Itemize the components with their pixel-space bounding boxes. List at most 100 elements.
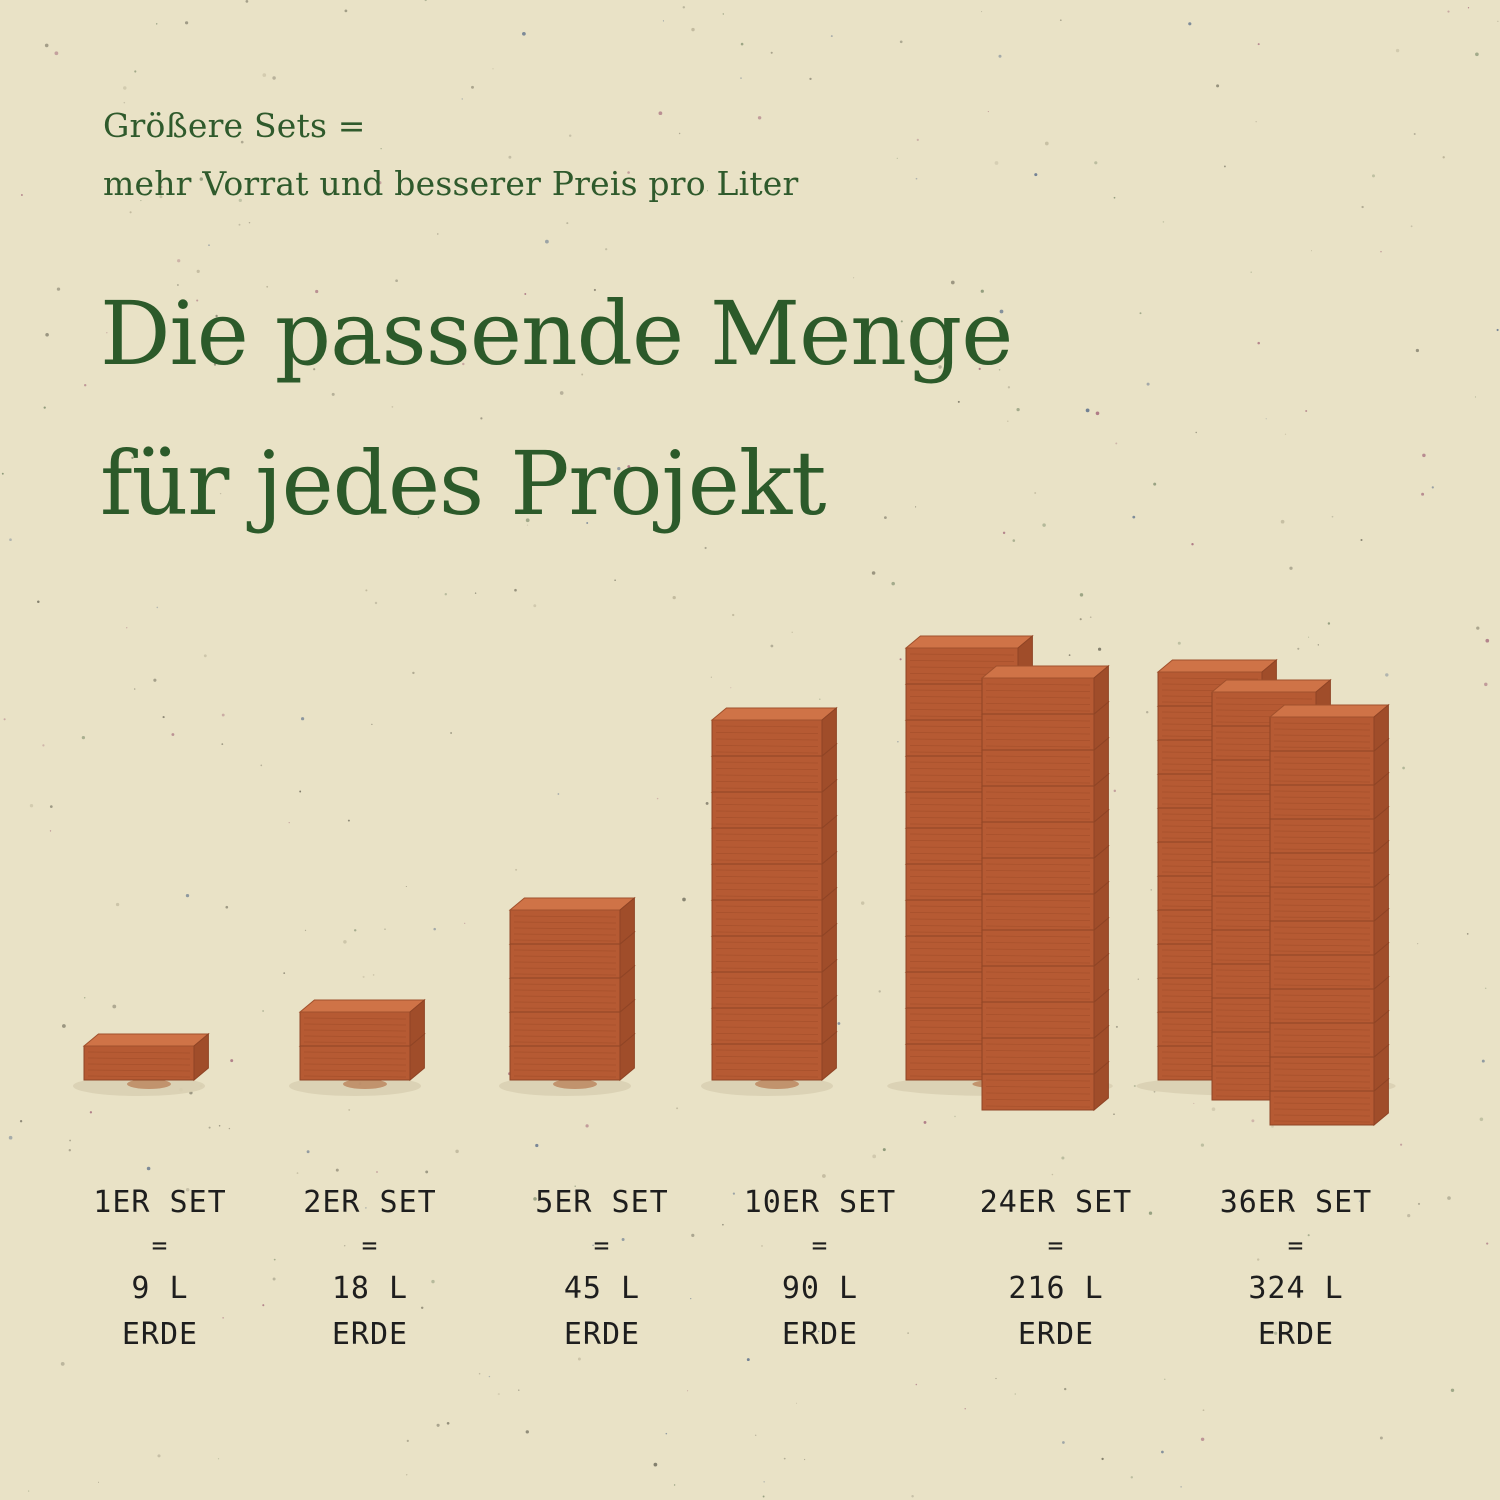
brick-fiber-texture [1273, 944, 1371, 947]
brick-fiber-texture [985, 876, 1091, 879]
brick-fiber-texture [513, 927, 617, 930]
paper-speckle [225, 905, 229, 909]
paper-speckle [740, 42, 744, 46]
paper-speckle [81, 735, 86, 740]
paper-speckle [508, 155, 512, 159]
brick-fiber-texture [715, 1020, 819, 1022]
brick-fiber-texture [715, 797, 819, 800]
brick-front-face [711, 1043, 823, 1081]
brick-fiber-texture [513, 1017, 617, 1020]
paper-speckle [461, 98, 463, 100]
paper-speckle [1034, 173, 1038, 177]
brick-fiber-texture [715, 751, 819, 754]
brick-fiber-texture [985, 984, 1091, 987]
brick-front-face [1269, 716, 1375, 752]
paper-speckle [436, 1423, 440, 1427]
paper-speckle [1094, 161, 1098, 165]
paper-speckle [126, 627, 128, 629]
set-label-2: 2ER SET = 18 L ERDE [250, 1180, 490, 1358]
brick-fiber-texture [715, 1049, 819, 1052]
brick-fiber-texture [1273, 848, 1371, 851]
brick-fiber-texture [715, 774, 819, 777]
paper-speckle [757, 116, 762, 120]
brick-fiber-texture [985, 1099, 1091, 1101]
paper-speckle [1415, 348, 1420, 353]
set-unit: ERDE [563, 1317, 641, 1352]
paper-speckle [1079, 618, 1082, 621]
brick-fiber-texture [985, 948, 1091, 951]
brick-fiber-texture [715, 761, 819, 764]
paper-speckle [704, 546, 707, 550]
brick-fiber-texture [715, 961, 819, 963]
paper-speckle [525, 1430, 529, 1434]
paper-speckle [353, 929, 357, 932]
paper-speckle [1042, 523, 1046, 527]
paper-speckle [526, 524, 529, 526]
brick-fiber-texture [715, 1075, 819, 1078]
paper-speckle [884, 516, 887, 519]
paper-speckle [208, 244, 210, 246]
brick-fiber-texture [513, 1029, 617, 1032]
paper-speckle [497, 1393, 500, 1396]
brick-fiber-texture [715, 823, 819, 826]
paper-speckle [1250, 271, 1252, 273]
paper-speckle [783, 1457, 786, 1460]
paper-speckle [915, 177, 918, 180]
set-name: 1ER SET [93, 1185, 227, 1220]
paper-speckle [994, 161, 999, 165]
paper-speckle [1068, 654, 1071, 656]
brick-fiber-texture [985, 1063, 1091, 1065]
brick-fiber-texture [985, 827, 1091, 830]
set-equals: = [151, 1231, 169, 1261]
brick-side-face [409, 998, 425, 1048]
paper-speckle [1297, 647, 1300, 650]
paper-speckle [678, 132, 681, 135]
paper-speckle [732, 613, 735, 617]
brick-front-face [981, 677, 1095, 715]
paper-speckle [730, 687, 732, 689]
paper-speckle [19, 1120, 23, 1123]
paper-speckle [488, 1375, 491, 1378]
brick-top-face [82, 1033, 210, 1047]
paper-speckle [405, 1474, 408, 1476]
paper-speckle [146, 1166, 151, 1171]
paper-speckle [532, 344, 535, 347]
brick-fiber-texture [715, 1062, 819, 1065]
brick-fiber-texture [1273, 984, 1371, 987]
brick-fiber-texture [303, 1057, 407, 1060]
paper-speckle [68, 1149, 71, 1152]
brick-fiber-texture [715, 804, 819, 806]
paper-speckle [1153, 1090, 1156, 1093]
paper-speckle [438, 184, 441, 187]
paper-speckle [1273, 1331, 1278, 1335]
brick-side-face [193, 1032, 209, 1082]
paper-speckle [860, 901, 865, 905]
paper-speckle [916, 138, 919, 142]
paper-speckle [1358, 1200, 1361, 1202]
paper-speckle [1307, 1234, 1310, 1237]
brick-fiber-texture [513, 1075, 617, 1078]
paper-speckle [185, 893, 190, 898]
paper-speckle [950, 280, 955, 285]
paper-speckle [1216, 84, 1220, 88]
set-equals: = [1287, 1231, 1305, 1261]
paper-speckle [809, 77, 812, 81]
brick-front-face [981, 1037, 1095, 1075]
paper-speckle [872, 1154, 877, 1159]
brick-front-face [299, 1045, 411, 1081]
brick-front-face [981, 785, 1095, 823]
set-volume: 18 L [331, 1271, 409, 1306]
brick-fiber-texture [715, 781, 819, 783]
brick-fiber-texture [715, 876, 819, 878]
paper-speckle [446, 1421, 450, 1425]
brick-fiber-texture [1273, 950, 1371, 953]
brick-front-face [509, 909, 621, 945]
brick-fiber-texture [513, 949, 617, 952]
paper-speckle [1115, 442, 1118, 445]
brick-front-face [509, 943, 621, 979]
paper-speckle [1153, 482, 1157, 486]
paper-speckle [431, 1279, 435, 1284]
paper-speckle [1484, 682, 1488, 687]
paper-speckle [899, 40, 903, 44]
paper-speckle [20, 194, 23, 196]
